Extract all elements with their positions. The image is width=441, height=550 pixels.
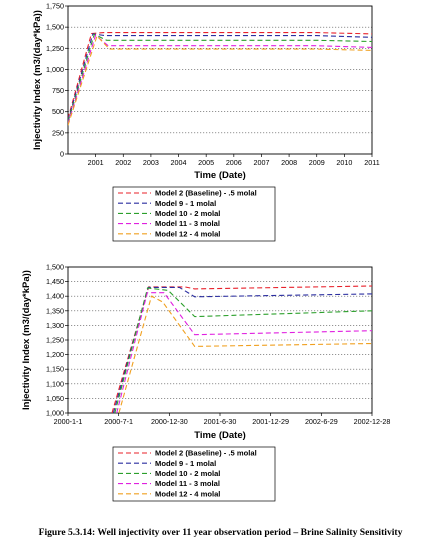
y-tick-label: 500 xyxy=(52,107,64,116)
y-axis-label: Injectivity Index (m3/(day*kPa)) xyxy=(32,10,43,150)
legend-label: Model 11 - 3 molal xyxy=(155,219,220,228)
plot-frame xyxy=(67,5,373,155)
x-tick-label: 2000-1-1 xyxy=(54,417,83,426)
y-tick-label: 1,450 xyxy=(46,277,64,286)
y-tick-label: 1,150 xyxy=(46,365,64,374)
series-line-3 xyxy=(68,33,372,123)
x-tick-label: 2005 xyxy=(198,158,214,167)
plot-frame xyxy=(67,266,373,414)
x-axis-label: Time (Date) xyxy=(194,430,246,441)
x-tick-label: 2000-7-1 xyxy=(104,417,133,426)
x-tick-label: 2002-6-29 xyxy=(305,417,338,426)
y-tick-label: 1,500 xyxy=(46,23,64,32)
x-tick-label: 2010 xyxy=(336,158,352,167)
y-tick-label: 1,000 xyxy=(46,409,64,418)
figure-caption: Figure 5.3.14: Well injectivity over 11 … xyxy=(38,527,403,538)
series-line-5 xyxy=(68,34,372,126)
legend-label: Model 11 - 3 molal xyxy=(155,479,220,488)
chart-2: 1,000 1,050 1,100 1,150 1,200 1,250 1,300 1,350… xyxy=(21,263,390,502)
y-tick-label: 1,250 xyxy=(46,44,64,53)
legend-box xyxy=(112,186,276,242)
y-tick-label: 1,200 xyxy=(46,350,64,359)
series-line-2 xyxy=(112,286,372,413)
x-tick-label: 2001-6-30 xyxy=(204,417,237,426)
y-tick-label: 1,250 xyxy=(46,336,64,345)
x-tick-label: 2002 xyxy=(115,158,131,167)
y-tick-label: 1,500 xyxy=(46,263,64,272)
series-line-4 xyxy=(68,34,372,124)
y-tick-label: 1,000 xyxy=(46,65,64,74)
y-axis-label: Injectivity Index (m3/(day*kPa)) xyxy=(21,270,32,410)
x-tick-label: 2001 xyxy=(88,158,104,167)
y-tick-label: 1,300 xyxy=(46,321,64,330)
chart-1: 0 250 500 750 1,000 1,250 1,500 1,750 2001 2002 20… xyxy=(32,2,380,242)
y-tick-label: 1,350 xyxy=(46,306,64,315)
legend-label: Model 9 - 1 molal xyxy=(155,199,216,208)
series-line-2 xyxy=(68,33,372,121)
legend-label: Model 12 - 4 molal xyxy=(155,229,220,238)
x-tick-label: 2004 xyxy=(171,158,187,167)
x-tick-label: 2000-12-30 xyxy=(151,417,188,426)
series-line-5 xyxy=(118,295,372,413)
legend-label: Model 12 - 4 molal xyxy=(155,489,220,498)
legend-label: Model 10 - 2 molal xyxy=(155,209,220,218)
x-tick-label: 2011 xyxy=(364,158,379,167)
legend-label: Model 10 - 2 molal xyxy=(155,469,220,478)
y-tick-label: 1,400 xyxy=(46,292,64,301)
series-line-4 xyxy=(116,292,372,413)
x-axis-label: Time (Date) xyxy=(194,170,246,181)
y-tick-label: 0 xyxy=(60,150,64,159)
y-tick-label: 1,100 xyxy=(46,379,64,388)
x-tick-label: 2008 xyxy=(281,158,297,167)
legend-label: Model 9 - 1 molal xyxy=(155,459,216,468)
x-tick-label: 2006 xyxy=(226,158,242,167)
x-tick-label: 2001-12-29 xyxy=(252,417,289,426)
y-tick-label: 750 xyxy=(52,86,64,95)
x-tick-label: 2002-12-28 xyxy=(354,417,391,426)
y-tick-label: 1,050 xyxy=(46,394,64,403)
series-line-1 xyxy=(68,32,372,119)
y-tick-label: 250 xyxy=(52,128,64,137)
series-line-3 xyxy=(114,287,372,413)
legend-label: Model 2 (Baseline) - .5 molal xyxy=(155,189,257,198)
x-tick-label: 2003 xyxy=(143,158,159,167)
legend-box xyxy=(112,446,276,502)
legend-label: Model 2 (Baseline) - .5 molal xyxy=(155,449,257,458)
x-tick-label: 2007 xyxy=(253,158,269,167)
x-tick-label: 2009 xyxy=(309,158,325,167)
y-tick-label: 1,750 xyxy=(46,2,64,11)
series-line-1 xyxy=(111,285,372,413)
